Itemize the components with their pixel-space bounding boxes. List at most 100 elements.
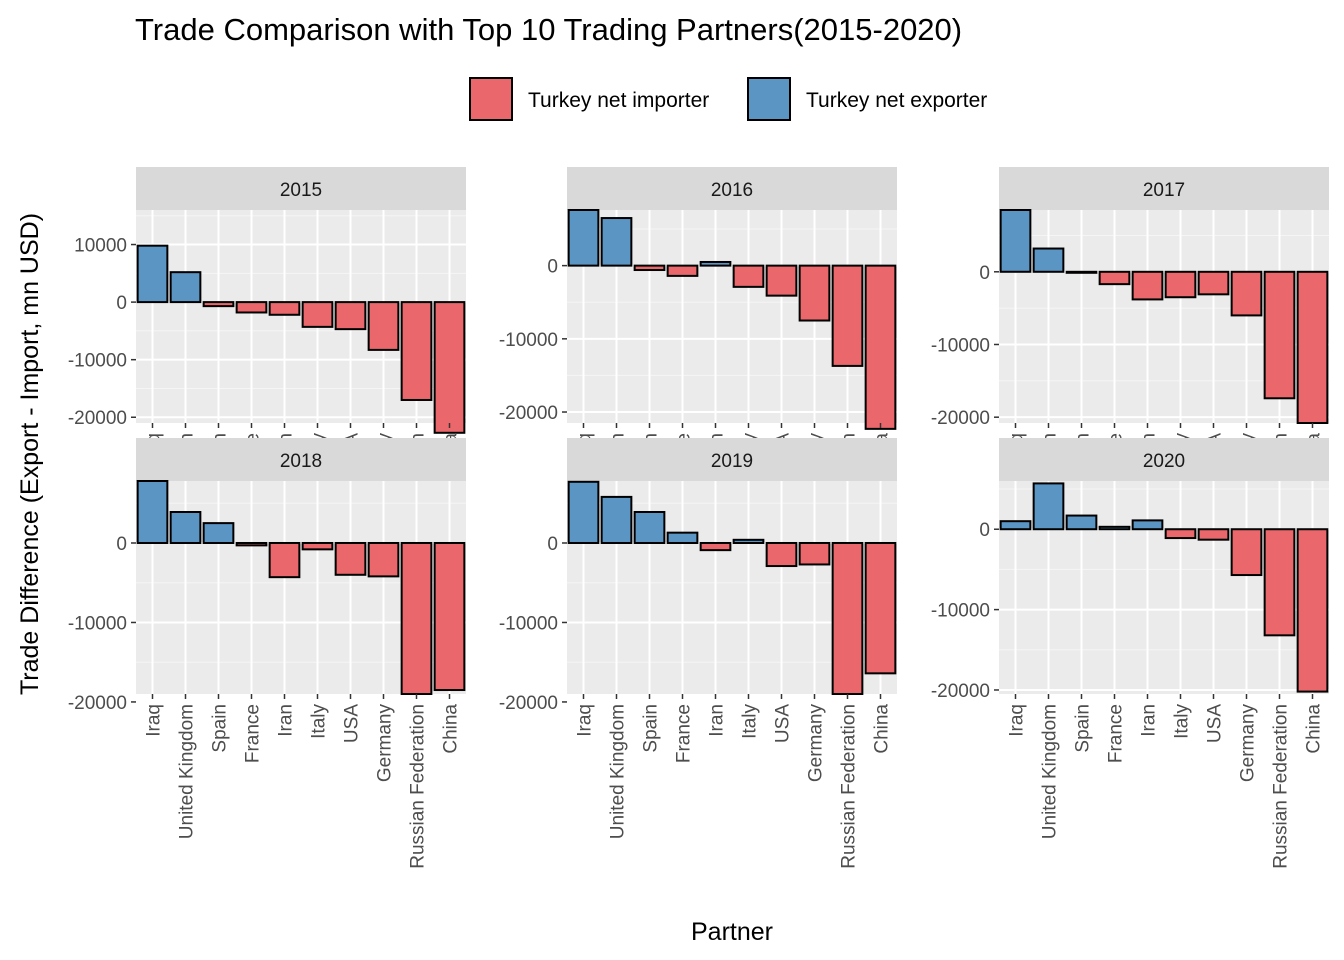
bar-2015-china [433, 301, 466, 434]
facet-panel-2020: 2020 -20000 -10000 0 Iraq United Kingdom Spain… [931, 438, 1329, 869]
bar-2019-spain [633, 510, 666, 544]
facet-panel-2019: 2019 -20000 -10000 0 Iraq United Kingdom Spain… [499, 438, 897, 869]
facet-strip [999, 167, 1329, 210]
legend-swatch-exporter [747, 77, 791, 121]
x-tick-label: Russian Federation [839, 704, 860, 869]
bar-2016-france [666, 264, 699, 277]
bar-2020-iran [1131, 519, 1164, 531]
bar-2018-spain [202, 522, 235, 544]
x-tick-label: USA [342, 704, 363, 743]
bar-2016-united-kingdom [600, 217, 633, 267]
bar-2018-russian-federation [400, 541, 433, 696]
bar-2018-usa [334, 541, 367, 576]
facet-strip-label: 2018 [280, 451, 322, 472]
y-tick-label: 0 [116, 293, 127, 314]
bar-2018-france [235, 541, 268, 547]
bar-2016-iraq [567, 209, 600, 267]
bar-2019-iran [699, 541, 732, 552]
x-tick-label: Italy [1172, 704, 1193, 739]
bar-2018-china [433, 541, 466, 692]
x-tick-label: Germany [375, 704, 396, 783]
bar-2020-italy [1164, 528, 1197, 540]
bar-2019-usa [765, 541, 798, 568]
bar-2015-italy [301, 301, 334, 328]
y-tick-label: -10000 [931, 601, 990, 622]
bar-2020-china [1296, 528, 1329, 693]
x-tick-label: China [872, 704, 893, 754]
x-tick-label: Spain [1073, 704, 1094, 753]
facet-panels: 2015 -20000 -10000 0 10000 Iraq United Kingdom… [68, 167, 1329, 869]
x-tick-label: Iran [1139, 704, 1160, 737]
chart-title: Trade Comparison with Top 10 Trading Par… [135, 12, 962, 47]
bar-2015-spain [202, 301, 235, 308]
bar-2018-germany [367, 541, 400, 578]
y-tick-label: -20000 [499, 403, 558, 424]
bar-2018-iran [268, 541, 301, 579]
bar-2019-france [666, 531, 699, 544]
x-tick-label: Iraq [1007, 704, 1028, 737]
y-tick-label: -10000 [499, 613, 558, 634]
x-tick-label: United Kingdom [1040, 704, 1061, 839]
x-axis-title: Partner [691, 918, 773, 946]
bar-2015-russian-federation [400, 301, 433, 401]
y-tick-label: -10000 [68, 351, 127, 372]
facet-strip-label: 2019 [711, 451, 753, 472]
facet-panel-2018: 2018 -20000 -10000 0 Iraq United Kingdom Spain… [68, 438, 466, 869]
bar-2015-usa [334, 301, 367, 331]
bar-2016-spain [633, 264, 666, 272]
x-tick-label: Iraq [575, 704, 596, 737]
y-tick-label: -10000 [499, 330, 558, 351]
bar-2019-italy [732, 538, 765, 544]
y-tick-label: 0 [979, 263, 990, 284]
bar-2020-usa [1197, 528, 1230, 541]
x-tick-label: Russian Federation [408, 704, 429, 869]
bar-2018-united-kingdom [169, 510, 202, 544]
facet-strip [999, 438, 1329, 481]
x-tick-label: France [243, 704, 264, 763]
bar-2017-usa [1197, 270, 1230, 296]
bar-2019-germany [798, 541, 831, 566]
y-tick-label: -10000 [68, 613, 127, 634]
bar-2017-italy [1164, 270, 1197, 299]
x-tick-label: United Kingdom [177, 704, 198, 839]
x-tick-label: Spain [210, 704, 231, 753]
facet-strip-label: 2020 [1143, 451, 1185, 472]
facet-strip [567, 438, 897, 481]
bar-2018-italy [301, 541, 334, 551]
bar-2016-usa [765, 264, 798, 297]
bar-2015-germany [367, 301, 400, 351]
bar-2019-united-kingdom [600, 495, 633, 544]
y-tick-label: 0 [547, 257, 558, 278]
bar-2016-iran [699, 260, 732, 267]
bar-2015-united-kingdom [169, 271, 202, 304]
legend: Turkey net importer Turkey net exporter [469, 77, 987, 121]
bar-2017-china [1296, 270, 1329, 424]
x-tick-label: Italy [309, 704, 330, 739]
bar-2016-germany [798, 264, 831, 322]
bar-2017-france [1098, 270, 1131, 286]
y-tick-label: 0 [979, 520, 990, 541]
y-tick-label: -20000 [499, 693, 558, 714]
legend-label-importer: Turkey net importer [528, 89, 709, 112]
bar-2017-united-kingdom [1032, 247, 1065, 273]
x-tick-label: Spain [641, 704, 662, 753]
facet-strip [567, 167, 897, 210]
y-tick-label: -20000 [931, 681, 990, 702]
facet-strip-label: 2017 [1143, 180, 1185, 201]
bar-2019-china [864, 541, 897, 675]
facet-strip-label: 2015 [280, 180, 322, 201]
facet-strip [136, 438, 466, 481]
bar-2015-iran [268, 301, 301, 316]
x-tick-label: USA [1205, 704, 1226, 743]
facet-strip [136, 167, 466, 210]
bar-2020-united-kingdom [1032, 482, 1065, 531]
bar-2017-iraq [999, 209, 1032, 273]
bar-2020-germany [1230, 528, 1263, 577]
y-tick-label: 0 [547, 534, 558, 555]
bar-2019-russian-federation [831, 541, 864, 696]
y-tick-label: -20000 [68, 408, 127, 429]
facet-strip-label: 2016 [711, 180, 753, 201]
bar-2017-spain [1065, 270, 1098, 274]
x-tick-label: Russian Federation [1271, 704, 1292, 869]
